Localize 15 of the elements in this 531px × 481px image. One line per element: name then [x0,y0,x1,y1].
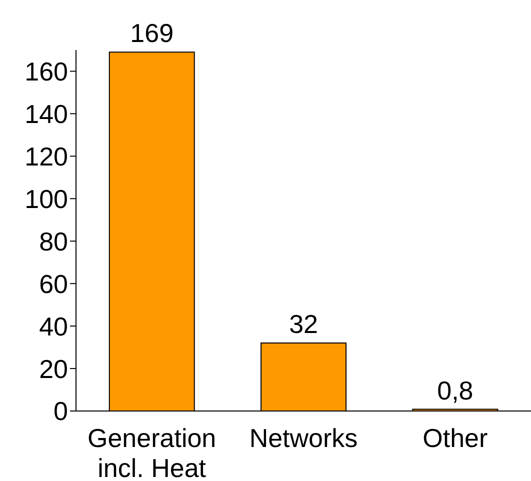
y-tick-label: 100 [24,184,68,214]
y-tick-label: 20 [39,354,68,384]
x-tick-label: Generation incl. Heat [88,423,216,481]
data-label: 0,8 [437,375,474,406]
x-tick-label: Other [422,423,488,453]
x-tick-label: Networks [249,423,358,453]
y-tick-label: 80 [39,226,68,256]
data-label: 169 [130,18,174,48]
y-tick-label: 0 [54,396,68,426]
y-tick-label: 140 [24,98,68,129]
y-tick-label: 60 [39,268,68,299]
y-tick-label: 120 [24,141,68,172]
data-label: 32 [289,309,318,340]
y-tick-label: 40 [39,311,68,342]
y-tick-label: 160 [24,56,68,86]
